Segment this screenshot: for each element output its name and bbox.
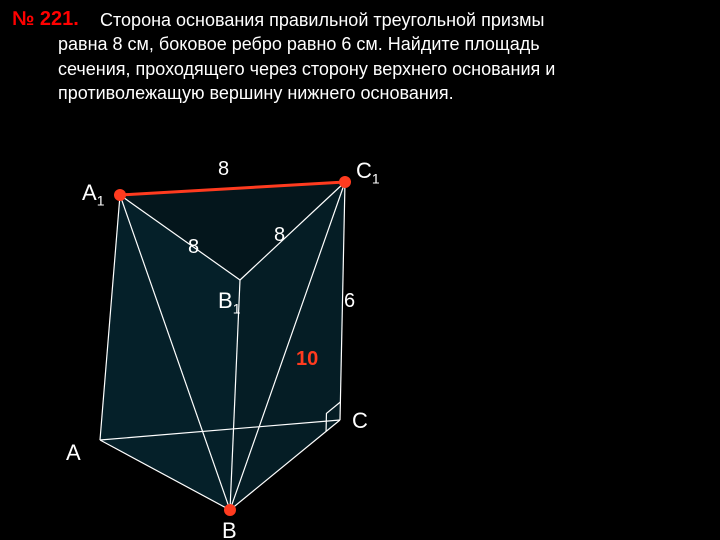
vertex-label-B: B xyxy=(222,518,237,540)
vertex-label-A: A xyxy=(66,440,81,466)
vertex-label-C1: C1 xyxy=(356,158,380,186)
vertex-label-A1: A1 xyxy=(82,180,104,208)
problem-text: Сторона основания правильной треугольной… xyxy=(100,8,700,105)
edge-label: 6 xyxy=(344,290,355,313)
problem-line1: Сторона основания правильной треугольной… xyxy=(100,8,700,32)
problem-number: № 221. xyxy=(12,8,79,31)
edge-label: 10 xyxy=(296,348,318,371)
vertex-label-B1: B1 xyxy=(218,288,240,316)
edge-label: 8 xyxy=(274,224,285,247)
edge-label: 8 xyxy=(188,236,199,259)
problem-line4: противолежащую вершину нижнего основания… xyxy=(58,81,700,105)
problem-line3: сечения, проходящего через сторону верхн… xyxy=(58,57,700,81)
problem-line2: равна 8 см, боковое ребро равно 6 см. На… xyxy=(58,32,700,56)
edge-label: 8 xyxy=(218,158,229,181)
vertex-label-C: C xyxy=(352,408,368,434)
prism-diagram: A B C A1 B1 C1 8 8 8 6 10 xyxy=(40,140,440,540)
